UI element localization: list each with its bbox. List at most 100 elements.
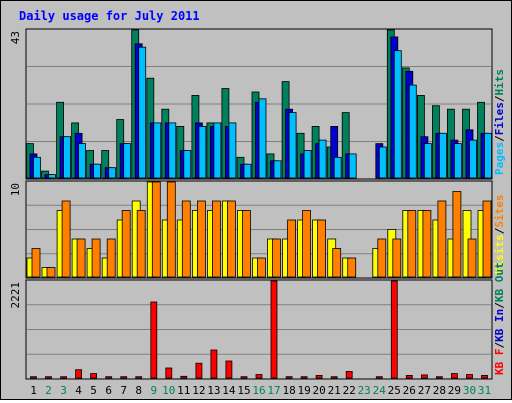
bar-pages-day-15 xyxy=(243,163,252,179)
bar-sites-day-24 xyxy=(377,238,387,278)
day-label-20: 20 xyxy=(312,384,325,397)
bar-sites-day-3 xyxy=(61,200,71,278)
bar-sites-day-11 xyxy=(181,200,191,278)
day-label-16: 16 xyxy=(252,384,265,397)
bar-pages-day-18 xyxy=(288,112,297,179)
bar-kb-f-day-15 xyxy=(240,376,248,379)
bar-kb-f-day-3 xyxy=(60,376,67,379)
legend-separator: / xyxy=(493,95,506,102)
bar-sites-day-29 xyxy=(452,191,462,278)
bar-pages-day-30 xyxy=(469,139,477,179)
bar-kb-f-day-21 xyxy=(330,376,338,379)
bar-kb-f-day-11 xyxy=(180,375,188,379)
bar-sites-day-22 xyxy=(347,257,357,278)
bar-pages-day-10 xyxy=(168,122,177,179)
bar-pages-day-2 xyxy=(48,174,56,179)
day-label-13: 13 xyxy=(207,384,220,397)
bar-kb-f-day-4 xyxy=(75,369,82,379)
bar-pages-day-1 xyxy=(33,156,41,179)
bar-sites-day-5 xyxy=(91,238,101,278)
day-label-30: 30 xyxy=(463,384,476,397)
bar-kb-f-day-27 xyxy=(420,374,428,379)
bar-pages-day-31 xyxy=(484,132,492,179)
day-label-27: 27 xyxy=(418,384,431,397)
legend-entry-hits: Hits xyxy=(493,69,506,96)
day-label-28: 28 xyxy=(433,384,446,397)
bar-pages-day-9 xyxy=(153,122,162,179)
bar-kb-f-day-24 xyxy=(375,376,383,379)
day-label-19: 19 xyxy=(297,384,310,397)
bar-pages-day-14 xyxy=(228,122,237,179)
legend-entry-kb-in: KB In xyxy=(493,309,506,342)
bar-pages-day-11 xyxy=(183,150,192,179)
day-label-4: 4 xyxy=(75,384,82,397)
bar-pages-day-25 xyxy=(393,50,402,179)
bar-kb-f-day-6 xyxy=(105,376,113,379)
bar-sites-day-7 xyxy=(121,210,131,278)
bar-pages-day-20 xyxy=(318,139,327,179)
bar-kb-f-day-22 xyxy=(345,370,353,379)
bar-pages-day-21 xyxy=(333,156,342,179)
bar-kb-f-day-2 xyxy=(45,376,52,379)
bar-sites-day-4 xyxy=(76,238,86,278)
legend-entry-pages: Pages xyxy=(493,142,506,175)
bar-kb-f-day-7 xyxy=(120,376,128,379)
legend-entry-kb-out: KB Out xyxy=(493,262,506,302)
bar-kb-f-day-26 xyxy=(405,374,413,379)
bar-sites-day-19 xyxy=(302,210,312,278)
day-label-11: 11 xyxy=(177,384,190,397)
bar-sites-day-20 xyxy=(317,219,327,278)
bar-pages-day-24 xyxy=(378,146,387,179)
day-label-9: 9 xyxy=(150,384,157,397)
day-label-8: 8 xyxy=(135,384,142,397)
bar-kb-f-day-1 xyxy=(30,376,37,379)
bar-pages-day-19 xyxy=(303,150,312,179)
bar-sites-day-1 xyxy=(31,248,41,278)
panel-sites-axis-max-label: 10 xyxy=(9,183,22,196)
bar-pages-day-8 xyxy=(138,46,147,179)
bar-pages-day-22 xyxy=(348,153,357,179)
legend-separator: / xyxy=(493,135,506,142)
bar-pages-day-4 xyxy=(78,143,86,179)
bar-sites-day-15 xyxy=(242,210,251,278)
legend-entry-sites: Sites xyxy=(493,195,506,228)
bar-sites-day-14 xyxy=(226,200,236,278)
bar-sites-day-8 xyxy=(136,210,146,278)
day-label-15: 15 xyxy=(237,384,250,397)
day-label-24: 24 xyxy=(373,384,387,397)
bar-kb-f-day-25 xyxy=(390,280,398,379)
bar-kb-f-day-18 xyxy=(285,376,293,379)
legend-separator: / xyxy=(493,227,506,234)
bar-sites-day-13 xyxy=(211,200,221,278)
bar-pages-day-17 xyxy=(273,160,282,179)
bar-kb-f-day-14 xyxy=(225,360,233,379)
bar-pages-day-7 xyxy=(123,143,132,179)
legend-entry-visits: Visits xyxy=(493,234,506,274)
bar-kb-f-day-12 xyxy=(195,362,203,379)
bar-sites-day-6 xyxy=(106,238,116,278)
bar-kb-f-day-20 xyxy=(315,374,323,379)
bar-pages-day-5 xyxy=(93,163,101,179)
bar-sites-day-9 xyxy=(151,181,161,278)
bar-pages-day-28 xyxy=(438,132,447,179)
day-label-26: 26 xyxy=(403,384,416,397)
bar-pages-day-3 xyxy=(63,136,71,179)
bar-kb-f-day-16 xyxy=(255,374,263,379)
bar-kb-f-day-29 xyxy=(450,373,458,379)
bar-pages-day-12 xyxy=(198,126,207,179)
bar-sites-day-30 xyxy=(467,238,477,278)
day-label-6: 6 xyxy=(105,384,112,397)
day-label-17: 17 xyxy=(267,384,280,397)
day-label-1: 1 xyxy=(30,384,37,397)
bar-sites-day-2 xyxy=(46,267,56,278)
panel-hits-axis-max-label: 43 xyxy=(9,31,22,44)
bar-pages-day-13 xyxy=(213,122,222,179)
day-label-10: 10 xyxy=(162,384,175,397)
day-label-31: 31 xyxy=(478,384,491,397)
day-label-25: 25 xyxy=(388,384,401,397)
day-label-12: 12 xyxy=(192,384,205,397)
day-label-3: 3 xyxy=(60,384,67,397)
